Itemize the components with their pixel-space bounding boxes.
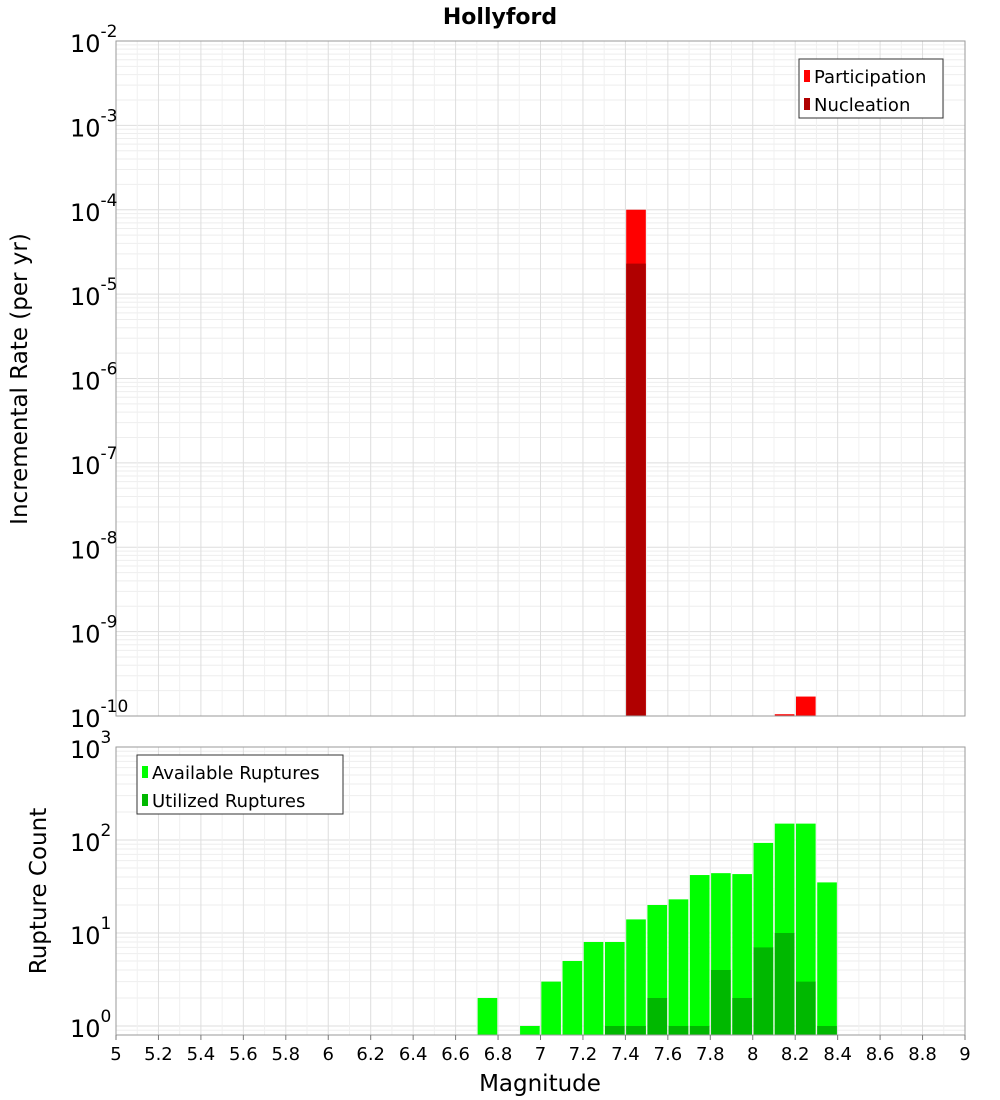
bottom-panel-ytick-label: 100 — [70, 1007, 111, 1043]
top-panel-ytick-label: 10-2 — [70, 22, 118, 58]
x-tick-label: 6 — [323, 1044, 334, 1065]
bottom-panel-ytick-exponent: 3 — [101, 728, 112, 748]
bottom-panel-bar-utilized-ruptures — [604, 1025, 625, 1035]
bottom-panel-ytick-exponent: 0 — [101, 1007, 112, 1027]
top-panel-bar-participation — [796, 696, 816, 716]
top-panel-ytick-label: 10-9 — [70, 613, 118, 649]
bottom-panel-bar-available-ruptures — [477, 997, 498, 1035]
x-tick-label: 8.6 — [866, 1044, 895, 1065]
bottom-panel-bar-utilized-ruptures — [796, 981, 816, 1035]
top-panel-legend: Participation Nucleation — [798, 58, 944, 119]
bottom-panel-legend: Available Ruptures Utilized Ruptures — [136, 754, 344, 815]
bottom-panel-bar-available-ruptures — [562, 960, 583, 1035]
bottom-panel-bar-available-ruptures — [732, 874, 752, 1035]
bottom-panel-bar-available-ruptures — [520, 1025, 540, 1035]
x-tick-label: 6.8 — [484, 1044, 513, 1065]
bottom-panel-bar-utilized-ruptures — [753, 947, 774, 1035]
bottom-panel-bar-available-ruptures — [604, 942, 625, 1035]
bottom-panel-bar-utilized-ruptures — [817, 1025, 837, 1035]
top-panel-ytick-exponent: -5 — [101, 275, 118, 295]
x-tick-label: 6.6 — [441, 1044, 470, 1065]
bottom-panel-bar-utilized-ruptures — [626, 1025, 646, 1035]
top-panel-legend-label: Participation — [814, 67, 926, 88]
x-tick-label: 5.2 — [144, 1044, 173, 1065]
top-panel-ytick-exponent: -9 — [101, 613, 118, 633]
x-tick-label: 8 — [747, 1044, 758, 1065]
bottom-panel-bar-available-ruptures — [583, 942, 604, 1035]
x-tick-label: 7.8 — [696, 1044, 725, 1065]
top-panel-ytick-label: 10-4 — [70, 191, 118, 227]
top-panel-ytick-exponent: -4 — [101, 191, 118, 211]
bottom-panel-legend-box — [136, 754, 344, 815]
top-panel-ytick-label: 10-10 — [70, 697, 128, 733]
bottom-panel-bar-utilized-ruptures — [647, 997, 668, 1035]
top-panel-ytick-label: 10-7 — [70, 444, 118, 480]
x-tick-label: 5.8 — [271, 1044, 300, 1065]
x-tick-label: 7.6 — [654, 1044, 683, 1065]
bottom-panel-bar-utilized-ruptures — [668, 1025, 689, 1035]
top-panel-ytick-exponent: -10 — [101, 697, 129, 717]
top-panel-ytick-label: 10-5 — [70, 275, 118, 311]
bottom-panel-bar-available-ruptures — [541, 981, 561, 1035]
x-tick-label: 9 — [959, 1044, 970, 1065]
bottom-panel-legend-label: Utilized Ruptures — [152, 791, 305, 812]
x-tick-label: 7 — [535, 1044, 546, 1065]
x-tick-label: 7.2 — [569, 1044, 598, 1065]
bottom-panel-ytick-label: 102 — [70, 821, 111, 857]
top-panel-ytick-exponent: -2 — [101, 22, 118, 42]
top-panel-ytick-exponent: -6 — [101, 360, 118, 380]
top-panel-ytick-label: 10-6 — [70, 360, 118, 396]
x-tick-label: 8.8 — [908, 1044, 937, 1065]
bottom-panel-bar-available-ruptures — [689, 875, 710, 1035]
top-panel-grid — [115, 41, 966, 717]
bottom-panel-legend-label: Available Ruptures — [152, 763, 320, 784]
x-tick-label: 6.4 — [399, 1044, 428, 1065]
x-tick-label: 7.4 — [611, 1044, 640, 1065]
x-axis-label: Magnitude — [479, 1071, 601, 1097]
top-panel-ytick-label: 10-3 — [70, 106, 118, 142]
bottom-panel-bar-utilized-ruptures — [711, 969, 731, 1035]
top-panel-ytick-exponent: -3 — [101, 106, 118, 126]
top-panel-legend-swatch — [804, 70, 810, 82]
bottom-panel-legend-swatch — [142, 766, 148, 778]
bottom-panel-bar-utilized-ruptures — [774, 932, 795, 1035]
top-panel-ytick-label: 10-8 — [70, 528, 118, 564]
bottom-panel-ytick-label: 103 — [70, 728, 111, 764]
top-panel-legend-swatch — [804, 98, 810, 110]
bottom-panel-bar-utilized-ruptures — [732, 997, 752, 1035]
x-tick-label: 6.2 — [356, 1044, 385, 1065]
bottom-panel-bar-available-ruptures — [817, 882, 837, 1035]
top-panel-bar-nucleation — [626, 263, 646, 716]
top-panel-frame — [115, 40, 966, 717]
bottom-panel-ytick-exponent: 1 — [101, 914, 112, 934]
bottom-panel-bar-utilized-ruptures — [689, 1025, 710, 1035]
x-tick-label: 8.2 — [781, 1044, 810, 1065]
bottom-panel-ytick-exponent: 2 — [101, 821, 112, 841]
top-panel-ytick-exponent: -7 — [101, 444, 118, 464]
top-panel-legend-label: Nucleation — [814, 95, 910, 116]
bottom-panel-bar-available-ruptures — [668, 899, 689, 1035]
chart-title: Hollyford — [443, 5, 557, 30]
top-panel-ytick-exponent: -8 — [101, 528, 118, 548]
x-tick-label: 5.6 — [229, 1044, 258, 1065]
x-tick-label: 5.4 — [187, 1044, 216, 1065]
x-tick-label: 8.4 — [823, 1044, 852, 1065]
top-panel-legend-box — [798, 58, 944, 119]
top-y-axis-label: Incremental Rate (per yr) — [7, 233, 33, 525]
x-tick-label: 5 — [110, 1044, 121, 1065]
bottom-y-axis-label: Rupture Count — [26, 808, 52, 974]
bottom-panel-bar-available-ruptures — [626, 919, 646, 1035]
bottom-panel-ytick-label: 101 — [70, 914, 111, 950]
bottom-panel-legend-swatch — [142, 794, 148, 806]
top-panel-bar-participation — [774, 714, 795, 716]
